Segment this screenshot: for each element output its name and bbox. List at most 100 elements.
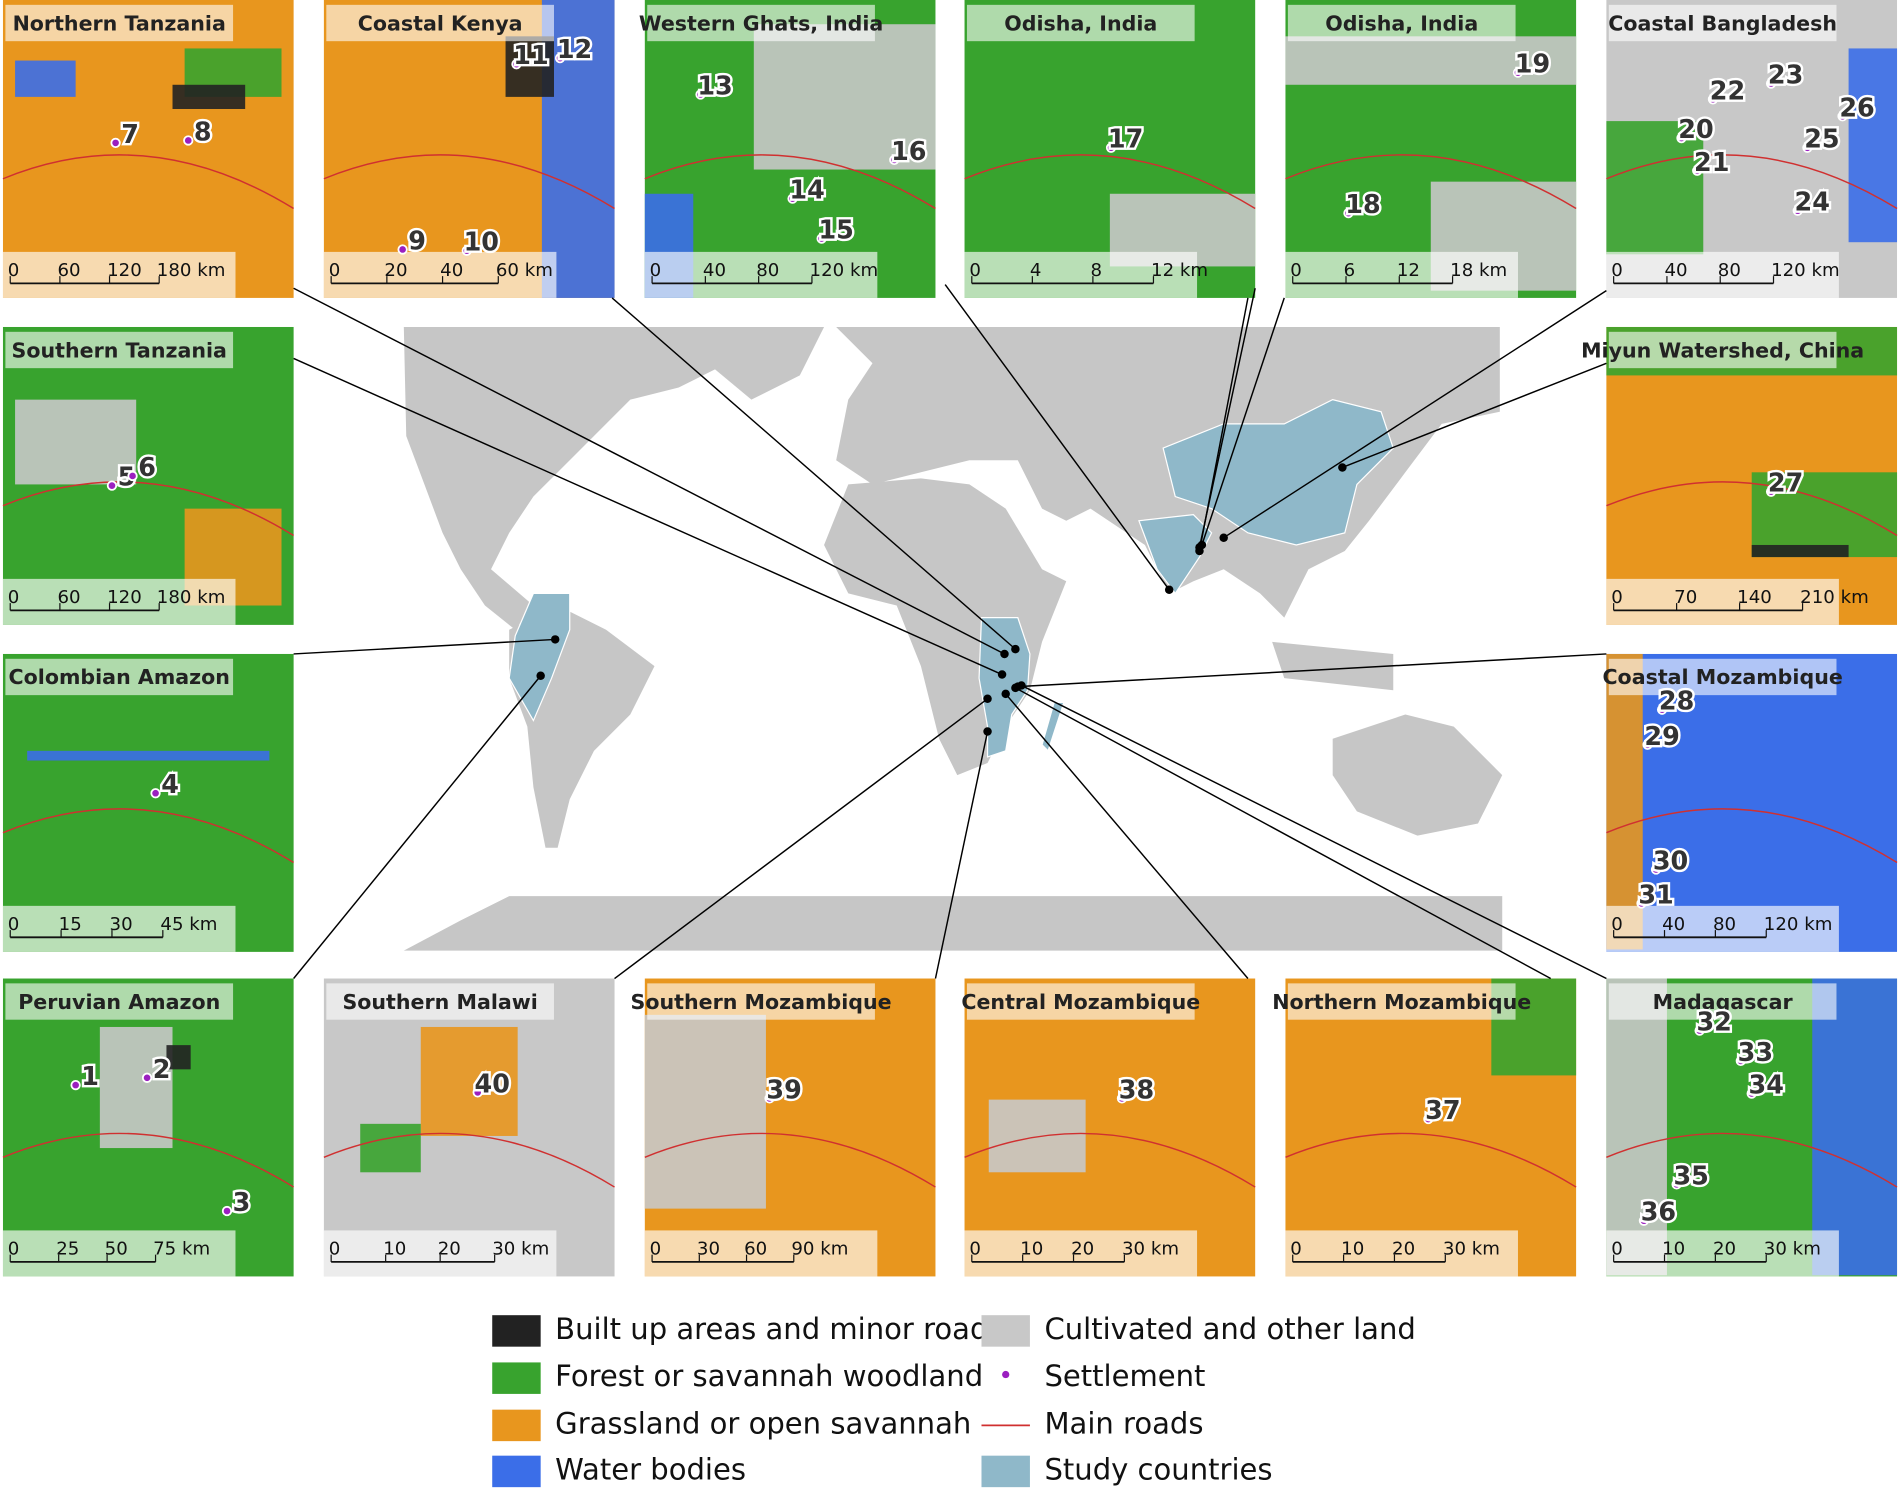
- land-cover-patch: [1285, 36, 1577, 85]
- settlement-dot: [70, 1079, 81, 1091]
- scale-band: [2, 251, 236, 298]
- title-band: [326, 4, 554, 42]
- site-number: 4: [161, 769, 179, 799]
- site-number: 31: [1638, 879, 1673, 909]
- title-band: [5, 983, 234, 1020]
- settlement-dot: [461, 245, 472, 256]
- inset-map: Northern Mozambique 0 10 20 30 km 37: [1272, 978, 1577, 1277]
- scale-label: 30 km: [1122, 1239, 1179, 1260]
- settlement-dot: [1765, 78, 1777, 89]
- settlement-dot: [106, 480, 118, 491]
- connector-line: [1198, 297, 1249, 552]
- site-number: 7: [121, 119, 139, 149]
- settlement-dot: [1105, 142, 1117, 153]
- scale-label: 120: [107, 260, 142, 281]
- settlement-dot: [695, 89, 706, 100]
- land-cover-patch: [541, 0, 615, 298]
- scale-label: 40: [1662, 914, 1685, 935]
- settlement-dot: [127, 470, 138, 482]
- connector-line: [1223, 290, 1607, 539]
- settlement-dot: [816, 233, 827, 244]
- inset-map: Coastal Kenya 0 20 40 60 km 9 10 11 12: [323, 0, 615, 298]
- settlement-dot: [1650, 864, 1662, 875]
- main-road: [1606, 481, 1898, 537]
- site-number: 10: [464, 227, 499, 257]
- land-cover-patch: [360, 1123, 421, 1173]
- title-band: [5, 331, 234, 369]
- scale-label: 0: [8, 1239, 20, 1260]
- study-site-point: [1001, 689, 1010, 699]
- study-countries: [508, 399, 1394, 758]
- main-road: [1606, 154, 1898, 210]
- settlement-dot: [511, 59, 522, 70]
- connector-line: [611, 297, 1016, 650]
- site-number: 37: [1425, 1095, 1460, 1125]
- inset-map: Peruvian Amazon 0 25 50 75 km 1 2 3: [2, 978, 294, 1277]
- study-site-point: [1197, 540, 1207, 550]
- scale-label: 90 km: [791, 1239, 848, 1260]
- scale-label: 0: [8, 587, 20, 608]
- scale-label: 30 km: [1443, 1239, 1500, 1260]
- site-number: 6: [138, 452, 156, 482]
- scale-label: 140: [1737, 587, 1772, 608]
- settlement-dot: [1837, 111, 1848, 122]
- scale-label: 180 km: [157, 260, 226, 281]
- land-cover-patch: [420, 1026, 518, 1136]
- scale-label: 30 km: [1764, 1239, 1821, 1260]
- scale-label: 10: [1341, 1239, 1364, 1260]
- map-background: [1606, 653, 1898, 952]
- scale-label: 0: [1290, 1239, 1302, 1260]
- connector-line: [293, 357, 1003, 676]
- scale-label: 10: [1020, 1239, 1043, 1260]
- settlement-dot: [183, 135, 194, 146]
- site-number: 33: [1738, 1037, 1773, 1067]
- title-band: [326, 983, 554, 1020]
- panel-title: Northern Tanzania: [13, 11, 226, 35]
- site-number: 9: [408, 225, 426, 255]
- scale-band: [1606, 1230, 1839, 1277]
- legend-label: Forest or savannah woodland: [555, 1359, 983, 1393]
- scale-band: [644, 1230, 878, 1277]
- legend-swatch: [1002, 1370, 1010, 1379]
- legend-label: Water bodies: [555, 1452, 746, 1486]
- connector-line: [293, 638, 556, 655]
- scale-band: [2, 905, 236, 952]
- scale-band: [2, 578, 236, 625]
- site-number: 29: [1644, 721, 1679, 751]
- site-number: 13: [697, 70, 732, 100]
- main-road: [2, 481, 294, 537]
- scale-band: [323, 251, 557, 298]
- scale-label: 20: [438, 1239, 461, 1260]
- inset-map: Western Ghats, India 0 40 80 120 km 13 14 15 16: [639, 0, 936, 298]
- scale-label: 10: [383, 1239, 406, 1260]
- main-road: [323, 154, 615, 210]
- main-road: [964, 1132, 1256, 1188]
- scale-label: 0: [650, 1239, 662, 1260]
- settlement-dot: [1692, 165, 1703, 176]
- scale-label: 60: [57, 260, 80, 281]
- study-site-point: [1011, 644, 1020, 654]
- title-band: [1287, 983, 1516, 1020]
- settlement-dot: [1636, 898, 1647, 909]
- scale-label: 10: [1662, 1239, 1685, 1260]
- connector-line: [1021, 684, 1607, 980]
- settlement-dot: [1735, 1055, 1746, 1067]
- scale-band: [964, 1230, 1198, 1277]
- legend: Built up areas and minor roads Forest or …: [492, 1312, 1416, 1488]
- scale-label: 0: [969, 260, 981, 281]
- settlement-dot: [764, 1093, 775, 1104]
- scale-label: 0: [8, 914, 20, 935]
- land-cover-patch: [1812, 978, 1898, 1276]
- scale-label: 40: [1665, 260, 1688, 281]
- scale-label: 20: [1392, 1239, 1415, 1260]
- settlement-dot: [889, 154, 900, 166]
- land-cover-patch: [1606, 653, 1643, 950]
- settlement-dot: [554, 52, 566, 64]
- scale-label: 120 km: [1764, 914, 1833, 935]
- settlement-dot: [221, 1205, 233, 1217]
- legend-label: Built up areas and minor roads: [555, 1312, 1003, 1346]
- settlement-dot: [141, 1072, 153, 1083]
- world-map: [403, 326, 1503, 951]
